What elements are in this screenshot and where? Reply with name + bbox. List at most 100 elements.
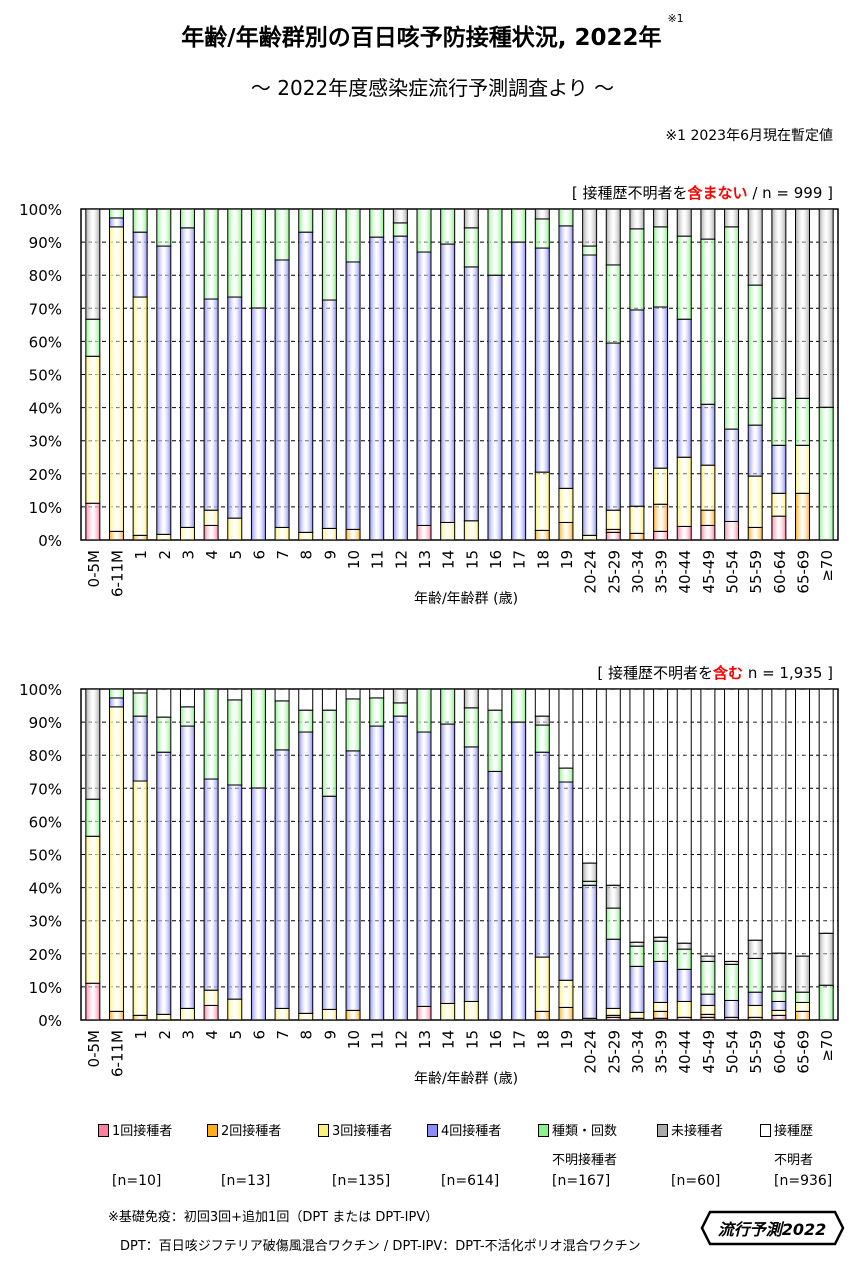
bar-segment-13-4回接種者 <box>416 731 432 1007</box>
x-tick-label: 20-24 <box>582 1030 600 1074</box>
bar-segment-65-69-未接種者 <box>795 208 811 399</box>
x-tick-label: 60-64 <box>771 550 789 594</box>
x-tick-label: 18 <box>534 550 552 569</box>
x-tick-label: 1 <box>132 1030 150 1040</box>
bar-segment-25-29-種類・回数不明接種者 <box>605 264 621 344</box>
legend-label: 4回接種者 <box>441 1124 502 1139</box>
bar-segment-40-44-接種歴不明者 <box>676 688 692 944</box>
bar-segment-3-3回接種者 <box>179 1007 195 1021</box>
bar-segment-35-39-種類・回数不明接種者 <box>653 226 669 308</box>
bar-segment-19-2回接種者 <box>558 1006 574 1021</box>
bar-segment-50-54-4回接種者 <box>724 428 740 522</box>
bar-segment-35-39-未接種者 <box>653 208 669 228</box>
bar-segment-11-種類・回数不明接種者 <box>369 208 385 238</box>
bar-segment-10-2回接種者 <box>345 1009 361 1021</box>
bar-segment-7-種類・回数不明接種者 <box>274 208 290 261</box>
x-tick-label: 19 <box>558 1030 576 1049</box>
bar-segment-10-種類・回数不明接種者 <box>345 208 361 263</box>
bar-segment-3-接種歴不明者 <box>179 688 195 708</box>
bar-segment-60-64-4回接種者 <box>771 1000 787 1011</box>
bar-segment-0-5M-3回接種者 <box>85 355 101 504</box>
y-tick-label: 20% <box>29 466 62 484</box>
bar-segment-20-24-種類・回数不明接種者 <box>582 245 598 256</box>
y-tick-label: 70% <box>29 780 62 798</box>
bar-segment-20-24-接種歴不明者 <box>582 688 598 864</box>
x-tick-label: 17 <box>511 550 529 569</box>
y-tick-label: 50% <box>29 847 62 865</box>
x-tick-label: 60-64 <box>771 1030 789 1074</box>
bar-segment-1-4回接種者 <box>132 231 148 298</box>
bar-segment-45-49-4回接種者 <box>700 993 716 1006</box>
x-tick-label: 11 <box>369 550 387 569</box>
bar-segment-11-接種歴不明者 <box>369 688 385 699</box>
bar-segment-60-64-種類・回数不明接種者 <box>771 990 787 1002</box>
legend-label: 2回接種者 <box>221 1124 282 1139</box>
bar-segment-15-4回接種者 <box>463 266 479 522</box>
provisional-note: ※1 2023年6月現在暫定値 <box>665 128 833 144</box>
x-tick-label: 45-49 <box>700 1030 718 1074</box>
bar-segment-10-4回接種者 <box>345 261 361 530</box>
bar-segment-18-接種歴不明者 <box>534 688 550 717</box>
bar-segment-55-59-未接種者 <box>747 208 763 286</box>
x-axis-label: 年齢/年齢群 (歳) <box>414 591 518 607</box>
x-tick-label: 13 <box>416 1030 434 1049</box>
bar-segment-20-24-未接種者 <box>582 862 598 882</box>
bar-segment-18-未接種者 <box>534 208 550 220</box>
bar-segment-1-種類・回数不明接種者 <box>132 692 148 717</box>
legend-label: 1回接種者 <box>112 1124 173 1139</box>
bar-segment-1-3回接種者 <box>132 296 148 536</box>
logo-hexagon <box>700 1210 845 1246</box>
x-tick-label: 4 <box>203 1030 221 1040</box>
x-tick-label: 11 <box>369 1030 387 1049</box>
bar-segment-2-種類・回数不明接種者 <box>156 208 172 247</box>
bar-segment-30-34-4回接種者 <box>629 965 645 1013</box>
x-tick-label: 50-54 <box>724 1030 742 1074</box>
bar-segment-40-44-未接種者 <box>676 942 692 950</box>
x-tick-label: 13 <box>416 550 434 569</box>
bar-segment-6-11M-3回接種者 <box>108 706 124 1012</box>
bar-segment-35-39-4回接種者 <box>653 960 669 1003</box>
x-tick-label: 30-34 <box>629 550 647 594</box>
bar-segment-65-69-接種歴不明者 <box>795 688 811 957</box>
bar-segment-10-種類・回数不明接種者 <box>345 698 361 752</box>
bar-segment-30-34-4回接種者 <box>629 309 645 507</box>
bar-segment-6-11M-4回接種者 <box>108 697 124 708</box>
bar-segment-16-4回接種者 <box>487 770 503 1021</box>
x-tick-label: 0-5M <box>85 550 103 587</box>
x-tick-label: 0-5M <box>85 1030 103 1067</box>
x-tick-label: 12 <box>392 1030 410 1049</box>
bar-segment-30-34-種類・回数不明接種者 <box>629 945 645 967</box>
bar-segment-15-未接種者 <box>463 688 479 709</box>
bar-segment-16-4回接種者 <box>487 274 503 541</box>
legend-label: 未接種者 <box>671 1124 724 1139</box>
bar-segment-6-11M-2回接種者 <box>108 530 124 541</box>
bar-segment-13-4回接種者 <box>416 251 432 526</box>
bar-segment-60-64-4回接種者 <box>771 444 787 494</box>
bar-segment-50-54-接種歴不明者 <box>724 688 740 962</box>
bar-segment-5-4回接種者 <box>227 784 243 1000</box>
bar-segment-35-39-未接種者 <box>653 936 669 942</box>
bar-segment-8-4回接種者 <box>298 231 314 533</box>
footnote-primary-immunization: ※基礎免疫：初回3回+追加1回（DPT または DPT-IPV） <box>108 1210 439 1225</box>
bar-segment-3-種類・回数不明接種者 <box>179 208 195 229</box>
bar-segment-40-44-未接種者 <box>676 208 692 237</box>
bar-segment-18-種類・回数不明接種者 <box>534 724 550 753</box>
footnote-vaccine-definitions: DPT：百日咳ジフテリア破傷風混合ワクチン / DPT-IPV：DPT-不活化ポ… <box>120 1239 641 1254</box>
y-tick-label: 10% <box>29 499 62 517</box>
bar-segment-65-69-種類・回数不明接種者 <box>795 991 811 1003</box>
bar-segment-19-4回接種者 <box>558 781 574 981</box>
x-tick-label: 18 <box>534 1030 552 1049</box>
y-tick-label: 100% <box>19 681 62 699</box>
bar-segment-17-種類・回数不明接種者 <box>511 688 527 723</box>
bar-segment-60-64-3回接種者 <box>771 492 787 517</box>
y-tick-label: 80% <box>29 747 62 765</box>
bar-segment-5-3回接種者 <box>227 998 243 1021</box>
x-tick-label: 65-69 <box>795 550 813 594</box>
legend-count: [n=135] <box>332 1173 391 1189</box>
bar-segment-50-54-種類・回数不明接種者 <box>724 226 740 430</box>
caption-n: / n = 999 ] <box>747 184 833 202</box>
bar-segment-40-44-種類・回数不明接種者 <box>676 235 692 320</box>
x-tick-label: 40-44 <box>676 1030 694 1074</box>
legend-swatch <box>207 1124 218 1137</box>
y-tick-label: 80% <box>29 267 62 285</box>
